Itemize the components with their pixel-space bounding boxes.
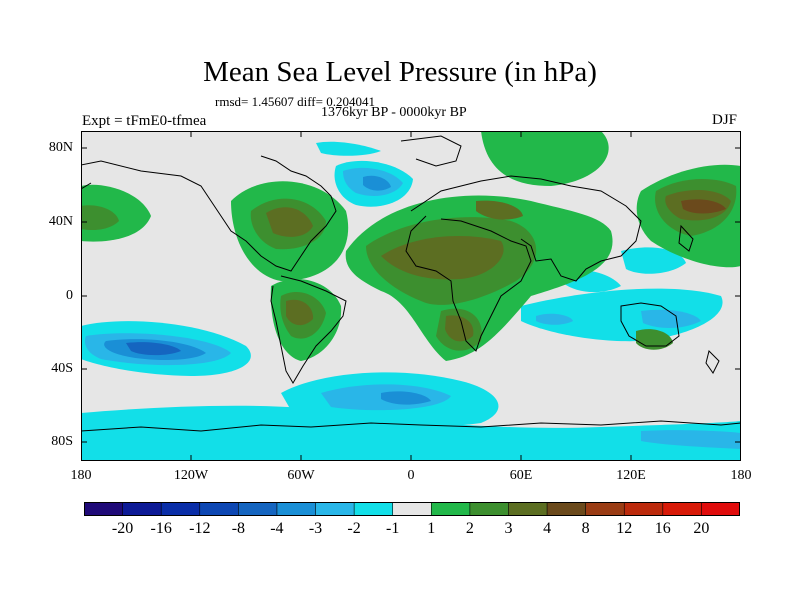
- colorbar-swatch: [276, 502, 317, 516]
- lon-tick-label: 120E: [616, 468, 646, 483]
- pressure-anomaly-map: [81, 131, 741, 461]
- colorbar-label: -4: [270, 520, 284, 537]
- colorbar-swatch: [84, 502, 124, 516]
- colorbar-swatch: [623, 502, 664, 516]
- colorbar-swatch: [353, 502, 394, 516]
- rmsd-diff-stats: rmsd= 1.45607 diff= 0.204041: [215, 94, 375, 109]
- coastlines: [81, 135, 741, 432]
- map-title: Mean Sea Level Pressure (in hPa): [203, 56, 597, 88]
- colorbar-swatch: [199, 502, 240, 516]
- colorbar-swatch: [662, 502, 703, 516]
- colorbar-swatch: [160, 502, 201, 516]
- lat-tick-label: 0: [66, 288, 73, 303]
- colorbar-label: -2: [347, 520, 361, 537]
- colorbar-label: 1: [427, 520, 436, 537]
- colorbar-swatch: [122, 502, 162, 516]
- anomaly-fields: [81, 131, 741, 461]
- colorbar-label: 16: [654, 520, 671, 537]
- colorbar-swatch: [701, 502, 740, 516]
- colorbar-label: 12: [616, 520, 633, 537]
- colorbar-label: -16: [150, 520, 172, 537]
- lon-tick-label: 60W: [287, 468, 315, 483]
- colorbar-label: -8: [231, 520, 246, 537]
- colorbar-label: -3: [308, 520, 323, 537]
- colorbar-swatch: [430, 502, 471, 516]
- colorbar-label: -1: [386, 520, 400, 537]
- lat-tick-label: 40N: [48, 214, 73, 229]
- lon-tick-label: 0: [407, 468, 415, 483]
- colorbar-swatch: [585, 502, 626, 516]
- lat-tick-label: 80S: [51, 434, 73, 449]
- colorbar-label: 3: [504, 520, 513, 537]
- lon-tick-label: 120W: [173, 468, 209, 483]
- experiment-label: Expt = tFmE0-tfmea: [82, 113, 207, 129]
- colorbar-swatch: [238, 502, 278, 516]
- axis-ticks: [81, 131, 741, 461]
- lon-tick-label: 180: [730, 468, 752, 483]
- colorbar-label: 8: [581, 520, 590, 537]
- colorbar-swatch: [315, 502, 355, 516]
- colorbar-swatch: [392, 502, 433, 516]
- colorbar-swatch: [508, 502, 548, 516]
- colorbar-label: -12: [189, 520, 211, 537]
- colorbar: [84, 502, 740, 516]
- time-period: 1376kyr BP - 0000kyr BP: [321, 105, 467, 120]
- colorbar-label: 2: [465, 520, 474, 537]
- lat-tick-label: 80N: [48, 140, 73, 155]
- lon-tick-label: 60E: [509, 468, 533, 483]
- lon-tick-label: 180: [70, 468, 92, 483]
- colorbar-swatch: [469, 502, 510, 516]
- colorbar-label: 4: [543, 520, 552, 537]
- colorbar-swatch: [546, 502, 587, 516]
- lat-tick-label: 40S: [51, 361, 73, 376]
- colorbar-label: 20: [693, 520, 710, 537]
- colorbar-label: -20: [111, 520, 134, 537]
- season-label: DJF: [712, 112, 738, 128]
